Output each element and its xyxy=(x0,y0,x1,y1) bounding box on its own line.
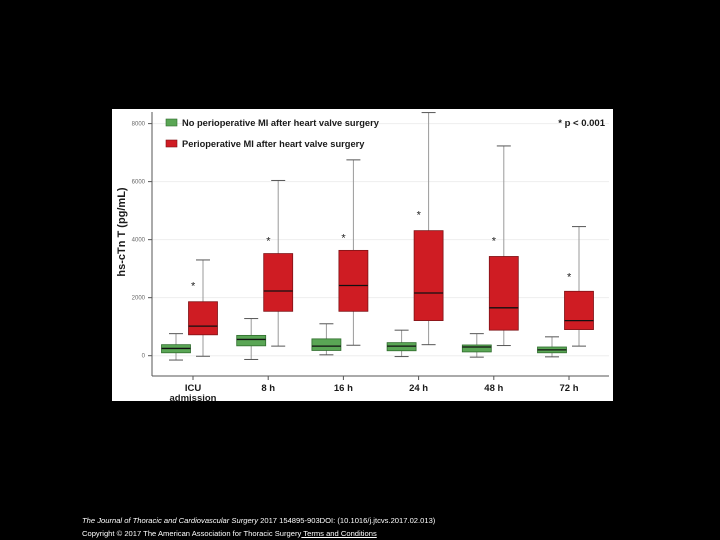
significance-asterisk: * xyxy=(567,272,572,284)
terms-and-conditions-link[interactable]: Terms and Conditions xyxy=(301,529,377,538)
significance-asterisk: * xyxy=(417,209,422,221)
boxes xyxy=(161,230,594,354)
footer-doi: 2017 154895-903DOI: (10.1016/j.jtcvs.201… xyxy=(258,516,436,525)
box-iqr xyxy=(188,301,218,336)
x-category-label: admission xyxy=(170,393,217,401)
box-iqr xyxy=(263,253,294,312)
footer-journal: The Journal of Thoracic and Cardiovascul… xyxy=(82,516,259,525)
x-category-label: 8 h xyxy=(261,383,275,394)
y-tick-label: 4000 xyxy=(132,238,146,244)
box-plot-chart: * * * * * * 0 2000 4000 6000 8000 hs-cTn T (pg/mL) I… xyxy=(116,112,609,401)
y-tick-label: 2000 xyxy=(132,296,146,302)
whiskers xyxy=(169,112,586,361)
y-axis-title: hs-cTn T (pg/mL) xyxy=(116,187,128,277)
legend-swatch xyxy=(165,139,178,148)
significance-asterisk: * xyxy=(492,236,497,248)
box-iqr xyxy=(338,249,369,312)
x-category-label: 72 h xyxy=(559,383,578,394)
y-tick-label: 6000 xyxy=(132,180,146,186)
legend: No perioperative MI after heart valve su… xyxy=(165,118,606,149)
box-iqr xyxy=(564,290,594,330)
box-iqr xyxy=(488,256,519,331)
gridlines xyxy=(152,123,609,357)
legend-swatch xyxy=(165,118,178,127)
y-tick-label: 8000 xyxy=(132,122,146,128)
box-iqr xyxy=(236,334,267,347)
significance-asterisk: * xyxy=(266,236,271,248)
significance-asterisk: * xyxy=(191,280,196,292)
labels: * * * * * * 0 2000 4000 6000 8000 hs-cTn T (pg/mL) I… xyxy=(116,122,579,401)
footer-copyright-line: Copyright © 2017 The American Associatio… xyxy=(82,529,377,538)
x-category-label: 48 h xyxy=(484,383,503,394)
chart-figure: * * * * * * 0 2000 4000 6000 8000 hs-cTn T (pg/mL) I… xyxy=(112,109,613,401)
box-iqr xyxy=(413,230,444,321)
axes xyxy=(148,112,609,380)
significance-note: * p < 0.001 xyxy=(558,118,605,129)
box-iqr xyxy=(461,344,492,353)
x-category-label: ICU xyxy=(185,383,202,394)
legend-label: Perioperative MI after heart valve surge… xyxy=(182,139,365,149)
x-category-label: 24 h xyxy=(409,383,428,394)
legend-label: No perioperative MI after heart valve su… xyxy=(182,118,380,128)
box-iqr xyxy=(311,338,342,351)
x-category-label: 16 h xyxy=(334,383,353,394)
y-tick-label: 0 xyxy=(142,354,146,360)
footer-copyright: Copyright © 2017 The American Associatio… xyxy=(82,529,302,538)
footer-citation: The Journal of Thoracic and Cardiovascul… xyxy=(82,516,435,525)
significance-asterisk: * xyxy=(341,233,346,245)
